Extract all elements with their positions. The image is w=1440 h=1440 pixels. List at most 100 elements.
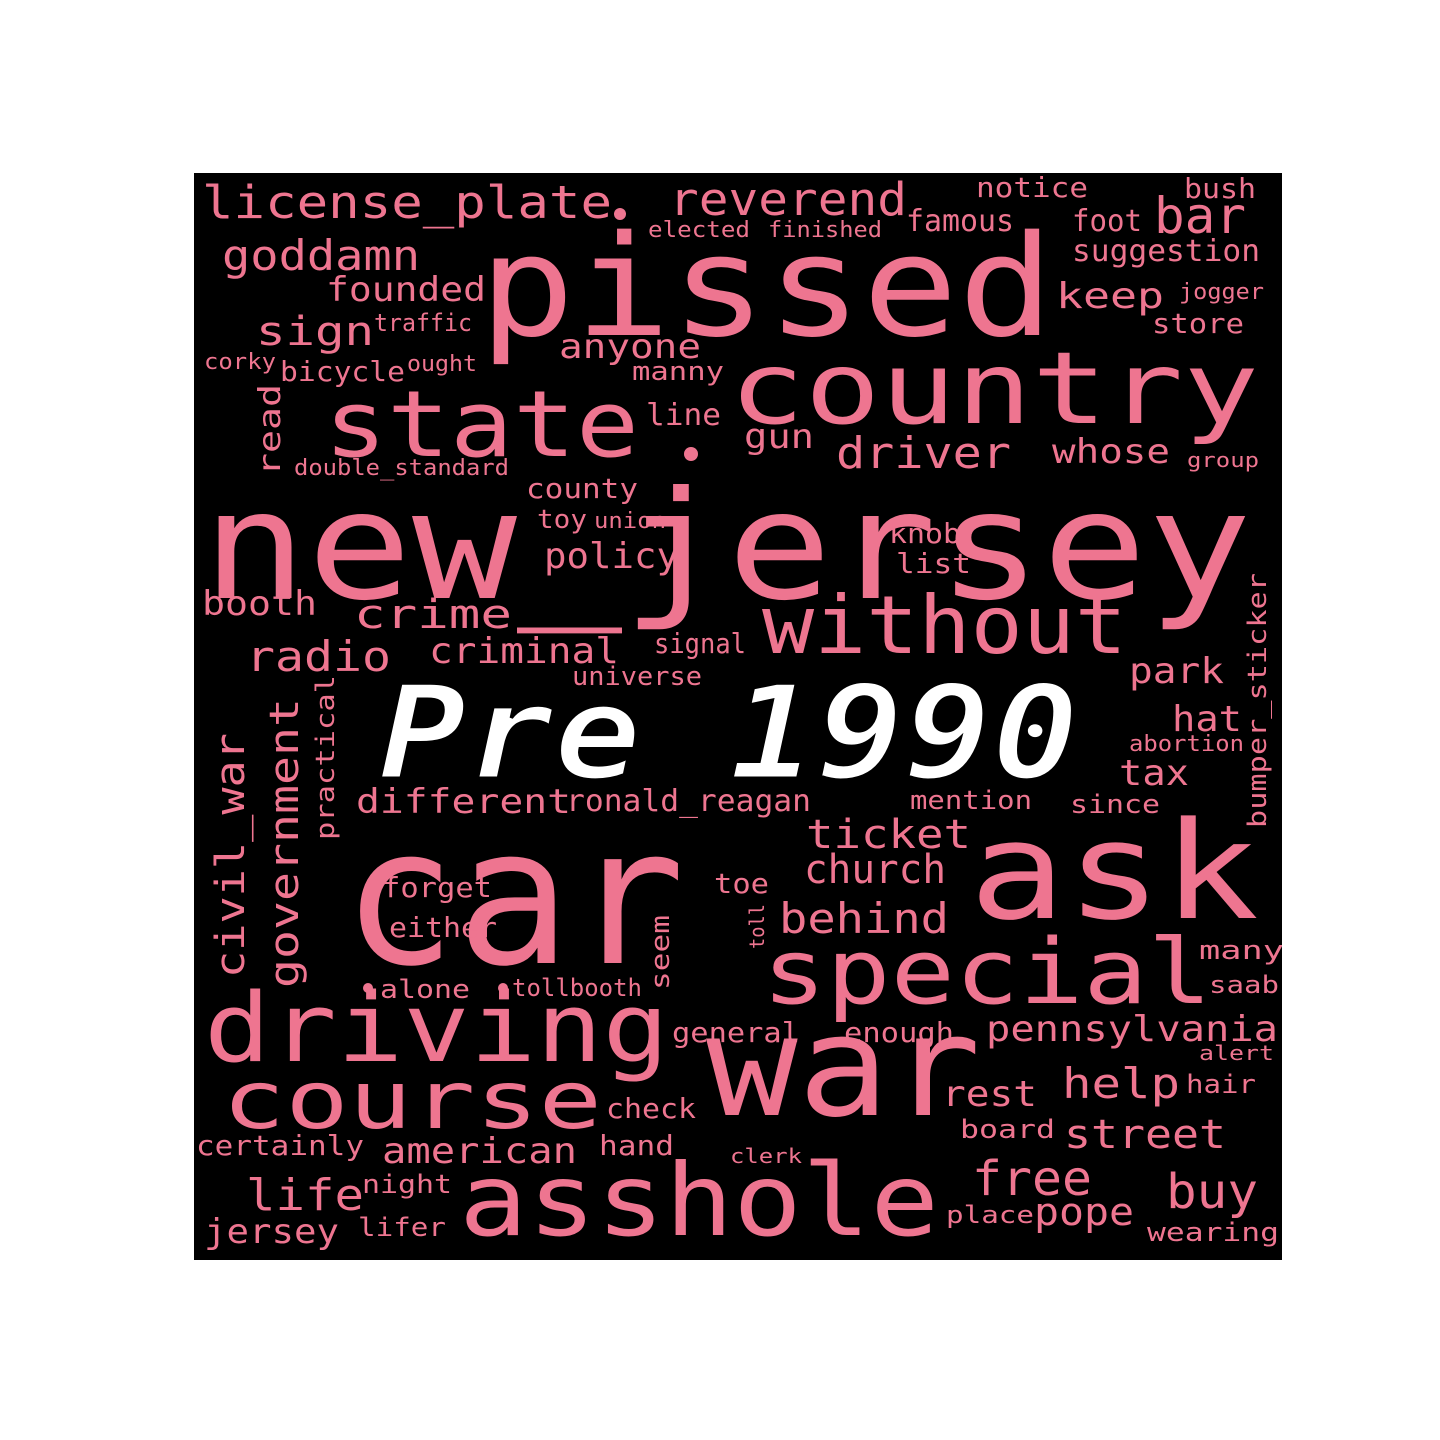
word-government: government: [262, 698, 308, 988]
word-behind: behind: [779, 894, 949, 943]
word-license-plate: license_plate: [202, 176, 612, 229]
word-ought: ought: [407, 352, 477, 377]
word-foot: foot: [1072, 204, 1142, 239]
dot-4: [498, 983, 508, 993]
word-board: board: [960, 1115, 1055, 1145]
word-read: read: [253, 384, 288, 476]
word-alone: alone: [380, 975, 470, 1005]
word-free: free: [972, 1151, 1092, 1207]
word-county: county: [526, 472, 638, 505]
word-abortion: abortion: [1129, 732, 1244, 757]
word-special: special: [762, 920, 1212, 1025]
word-bar: bar: [1154, 187, 1246, 245]
word-rest: rest: [942, 1074, 1037, 1115]
word-life: life: [246, 1170, 364, 1221]
word-list: list: [896, 547, 971, 580]
word-reverend: reverend: [669, 173, 907, 226]
word-pennsylvania: pennsylvania: [986, 1009, 1278, 1050]
word-many: many: [1199, 936, 1282, 966]
word-driver: driver: [836, 428, 1011, 479]
word-new-jersey: new_jersey: [202, 460, 1252, 634]
word-asshole: asshole: [459, 1142, 939, 1259]
word-driving: driving: [204, 974, 669, 1084]
word-toy: toy: [537, 505, 587, 535]
word-traffic: traffic: [374, 309, 472, 337]
word-cloud-panel: car new_jersey pissed country state ask …: [194, 173, 1282, 1260]
word-hat: hat: [1172, 699, 1242, 740]
overlay-title: Pre 1990: [379, 657, 1079, 809]
word-cloud: car new_jersey pissed country state ask …: [196, 173, 1282, 1259]
word-famous: famous: [906, 204, 1014, 239]
word-tax: tax: [1119, 753, 1189, 794]
word-forget: forget: [382, 871, 492, 904]
word-ticket: ticket: [806, 812, 971, 858]
word-double-standard: double_standard: [294, 456, 509, 481]
word-criminal: criminal: [429, 631, 619, 672]
word-toll: toll: [745, 904, 769, 949]
word-church: church: [804, 847, 946, 893]
word-wearing: wearing: [1147, 1218, 1279, 1248]
word-jogger: jogger: [1179, 280, 1264, 305]
word-alert: alert: [1199, 1041, 1274, 1065]
word-elected: elected: [648, 218, 750, 243]
word-booth: booth: [202, 584, 317, 624]
word-gun: gun: [744, 417, 814, 457]
word-universe: universe: [572, 662, 702, 692]
word-whose: whose: [1052, 432, 1170, 472]
word-manny: manny: [632, 357, 724, 387]
word-suggestion: suggestion: [1072, 234, 1260, 269]
word-american: american: [382, 1131, 577, 1172]
word-group: group: [1187, 448, 1259, 472]
word-hand: hand: [599, 1129, 674, 1162]
dot-1: [614, 208, 626, 220]
word-general: general: [672, 1016, 800, 1049]
word-lifer: lifer: [358, 1213, 446, 1243]
word-mention: mention: [910, 786, 1032, 816]
word-pissed: pissed: [479, 206, 1054, 369]
word-goddamn: goddamn: [222, 231, 420, 280]
word-signal: signal: [654, 627, 746, 660]
word-anyone: anyone: [559, 327, 701, 367]
word-park: park: [1129, 651, 1224, 692]
word-saab: saab: [1209, 971, 1279, 999]
word-seem: seem: [646, 915, 676, 990]
word-ronald-reagan: ronald_reagan: [566, 784, 811, 819]
word-state: state: [324, 371, 639, 478]
word-practical: practical: [311, 675, 341, 840]
word-either: either: [389, 911, 497, 944]
word-line: line: [646, 398, 721, 433]
word-without: without: [762, 579, 1127, 672]
word-sign: sign: [256, 309, 374, 355]
word-check: check: [606, 1092, 696, 1125]
word-buy: buy: [1166, 1164, 1258, 1220]
word-civil-war: civil_war: [208, 733, 254, 978]
word-course: course: [222, 1054, 602, 1147]
word-toe: toe: [714, 867, 769, 900]
word-knob: knob: [889, 517, 961, 550]
word-bicycle: bicycle: [280, 355, 405, 388]
word-war: war: [706, 986, 981, 1149]
word-tollbooth: tollbooth: [512, 974, 642, 1002]
word-different: different: [356, 782, 571, 822]
word-radio: radio: [246, 632, 391, 681]
word-union: union: [594, 509, 666, 534]
word-corky: corky: [204, 350, 276, 375]
word-founded: founded: [326, 270, 486, 310]
word-policy: policy: [544, 536, 679, 577]
word-ask: ask: [969, 793, 1259, 950]
word-crime: crime: [354, 592, 512, 638]
word-street: street: [1064, 1112, 1226, 1158]
word-pope: pope: [1034, 1190, 1134, 1234]
word-night: night: [362, 1170, 452, 1200]
word-enough: enough: [844, 1016, 954, 1049]
dot-2: [684, 447, 698, 461]
word-jersey: jersey: [204, 1212, 339, 1252]
word-group: car new_jersey pissed country state ask …: [196, 173, 1282, 1259]
word-notice: notice: [976, 173, 1088, 204]
dot-3: [363, 983, 373, 993]
word-bush: bush: [1184, 173, 1256, 205]
word-country: country: [729, 330, 1259, 447]
word-hair: hair: [1186, 1070, 1256, 1100]
word-finished: finished: [768, 218, 882, 243]
word-car: car: [342, 787, 685, 1008]
